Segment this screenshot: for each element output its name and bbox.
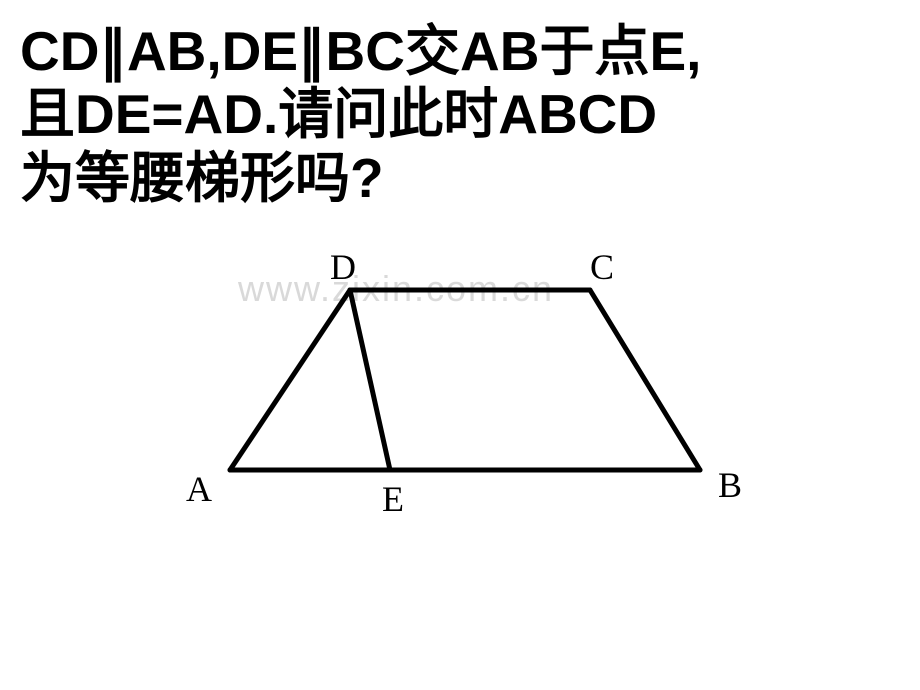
- diagram-svg: [160, 250, 760, 550]
- vertex-label-C: C: [590, 246, 614, 288]
- problem-text: CD∥AB,DE∥BC交AB于点E, 且DE=AD.请问此时ABCD 为等腰梯形…: [20, 20, 900, 210]
- vertex-label-B: B: [718, 464, 742, 506]
- vertex-label-D: D: [330, 246, 356, 288]
- vertex-label-A: A: [186, 468, 212, 510]
- edge-BC: [590, 290, 700, 470]
- problem-line-3: 为等腰梯形吗?: [20, 147, 384, 209]
- trapezoid-diagram: ABCDE: [160, 250, 760, 550]
- problem-line-1: CD∥AB,DE∥BC交AB于点E,: [20, 20, 701, 82]
- page: CD∥AB,DE∥BC交AB于点E, 且DE=AD.请问此时ABCD 为等腰梯形…: [0, 0, 920, 690]
- problem-line-2: 且DE=AD.请问此时ABCD: [20, 83, 657, 145]
- edge-DE: [350, 290, 390, 470]
- edge-DA: [230, 290, 350, 470]
- vertex-label-E: E: [382, 478, 404, 520]
